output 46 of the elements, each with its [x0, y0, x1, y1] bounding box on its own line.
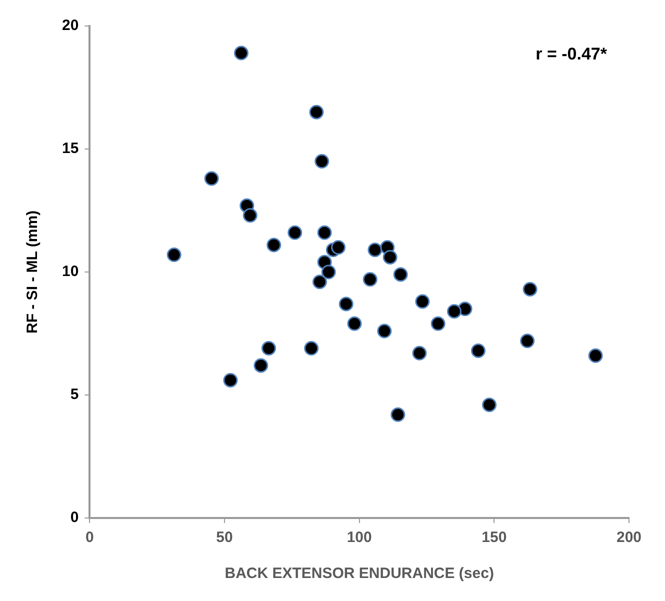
point [166, 248, 182, 262]
point [588, 348, 603, 363]
point [482, 398, 497, 412]
y-tick-label: 15 [62, 140, 79, 158]
point [522, 282, 538, 296]
point [412, 346, 427, 360]
point [254, 358, 268, 373]
point [362, 272, 378, 287]
point [204, 171, 219, 186]
point [321, 264, 336, 280]
point [314, 154, 330, 169]
point [338, 296, 354, 312]
y-tick-label: 20 [62, 17, 79, 34]
point [242, 208, 258, 223]
x-tick-label: 100 [346, 529, 372, 546]
point [309, 104, 324, 120]
point [312, 274, 327, 290]
point [430, 316, 446, 331]
point [520, 334, 535, 348]
point [288, 225, 302, 240]
x-tick-label: 0 [86, 529, 94, 546]
point [447, 304, 462, 319]
x-tick-label: 50 [216, 529, 233, 546]
y-axis-title: RF - SI - ML (mm) [24, 210, 42, 334]
point [382, 250, 398, 264]
x-tick-label: 150 [482, 529, 507, 546]
point [393, 267, 408, 282]
y-tick-label: 5 [70, 386, 79, 404]
point [266, 238, 282, 252]
y-tick-label: 10 [62, 263, 79, 280]
point [261, 341, 276, 356]
point [331, 240, 346, 255]
x-axis-title: BACK EXTENSOR ENDURANCE (sec) [224, 565, 494, 582]
annotation: r = -0.47* [536, 44, 608, 64]
point [234, 46, 248, 60]
point [347, 316, 362, 331]
point [223, 372, 238, 388]
point [304, 341, 319, 356]
point [415, 294, 430, 309]
point [377, 324, 392, 338]
point [390, 407, 406, 422]
point [471, 343, 486, 358]
point [317, 225, 332, 240]
x-tick-label: 200 [616, 529, 642, 546]
y-tick-label: 0 [70, 509, 79, 526]
point [368, 242, 382, 258]
